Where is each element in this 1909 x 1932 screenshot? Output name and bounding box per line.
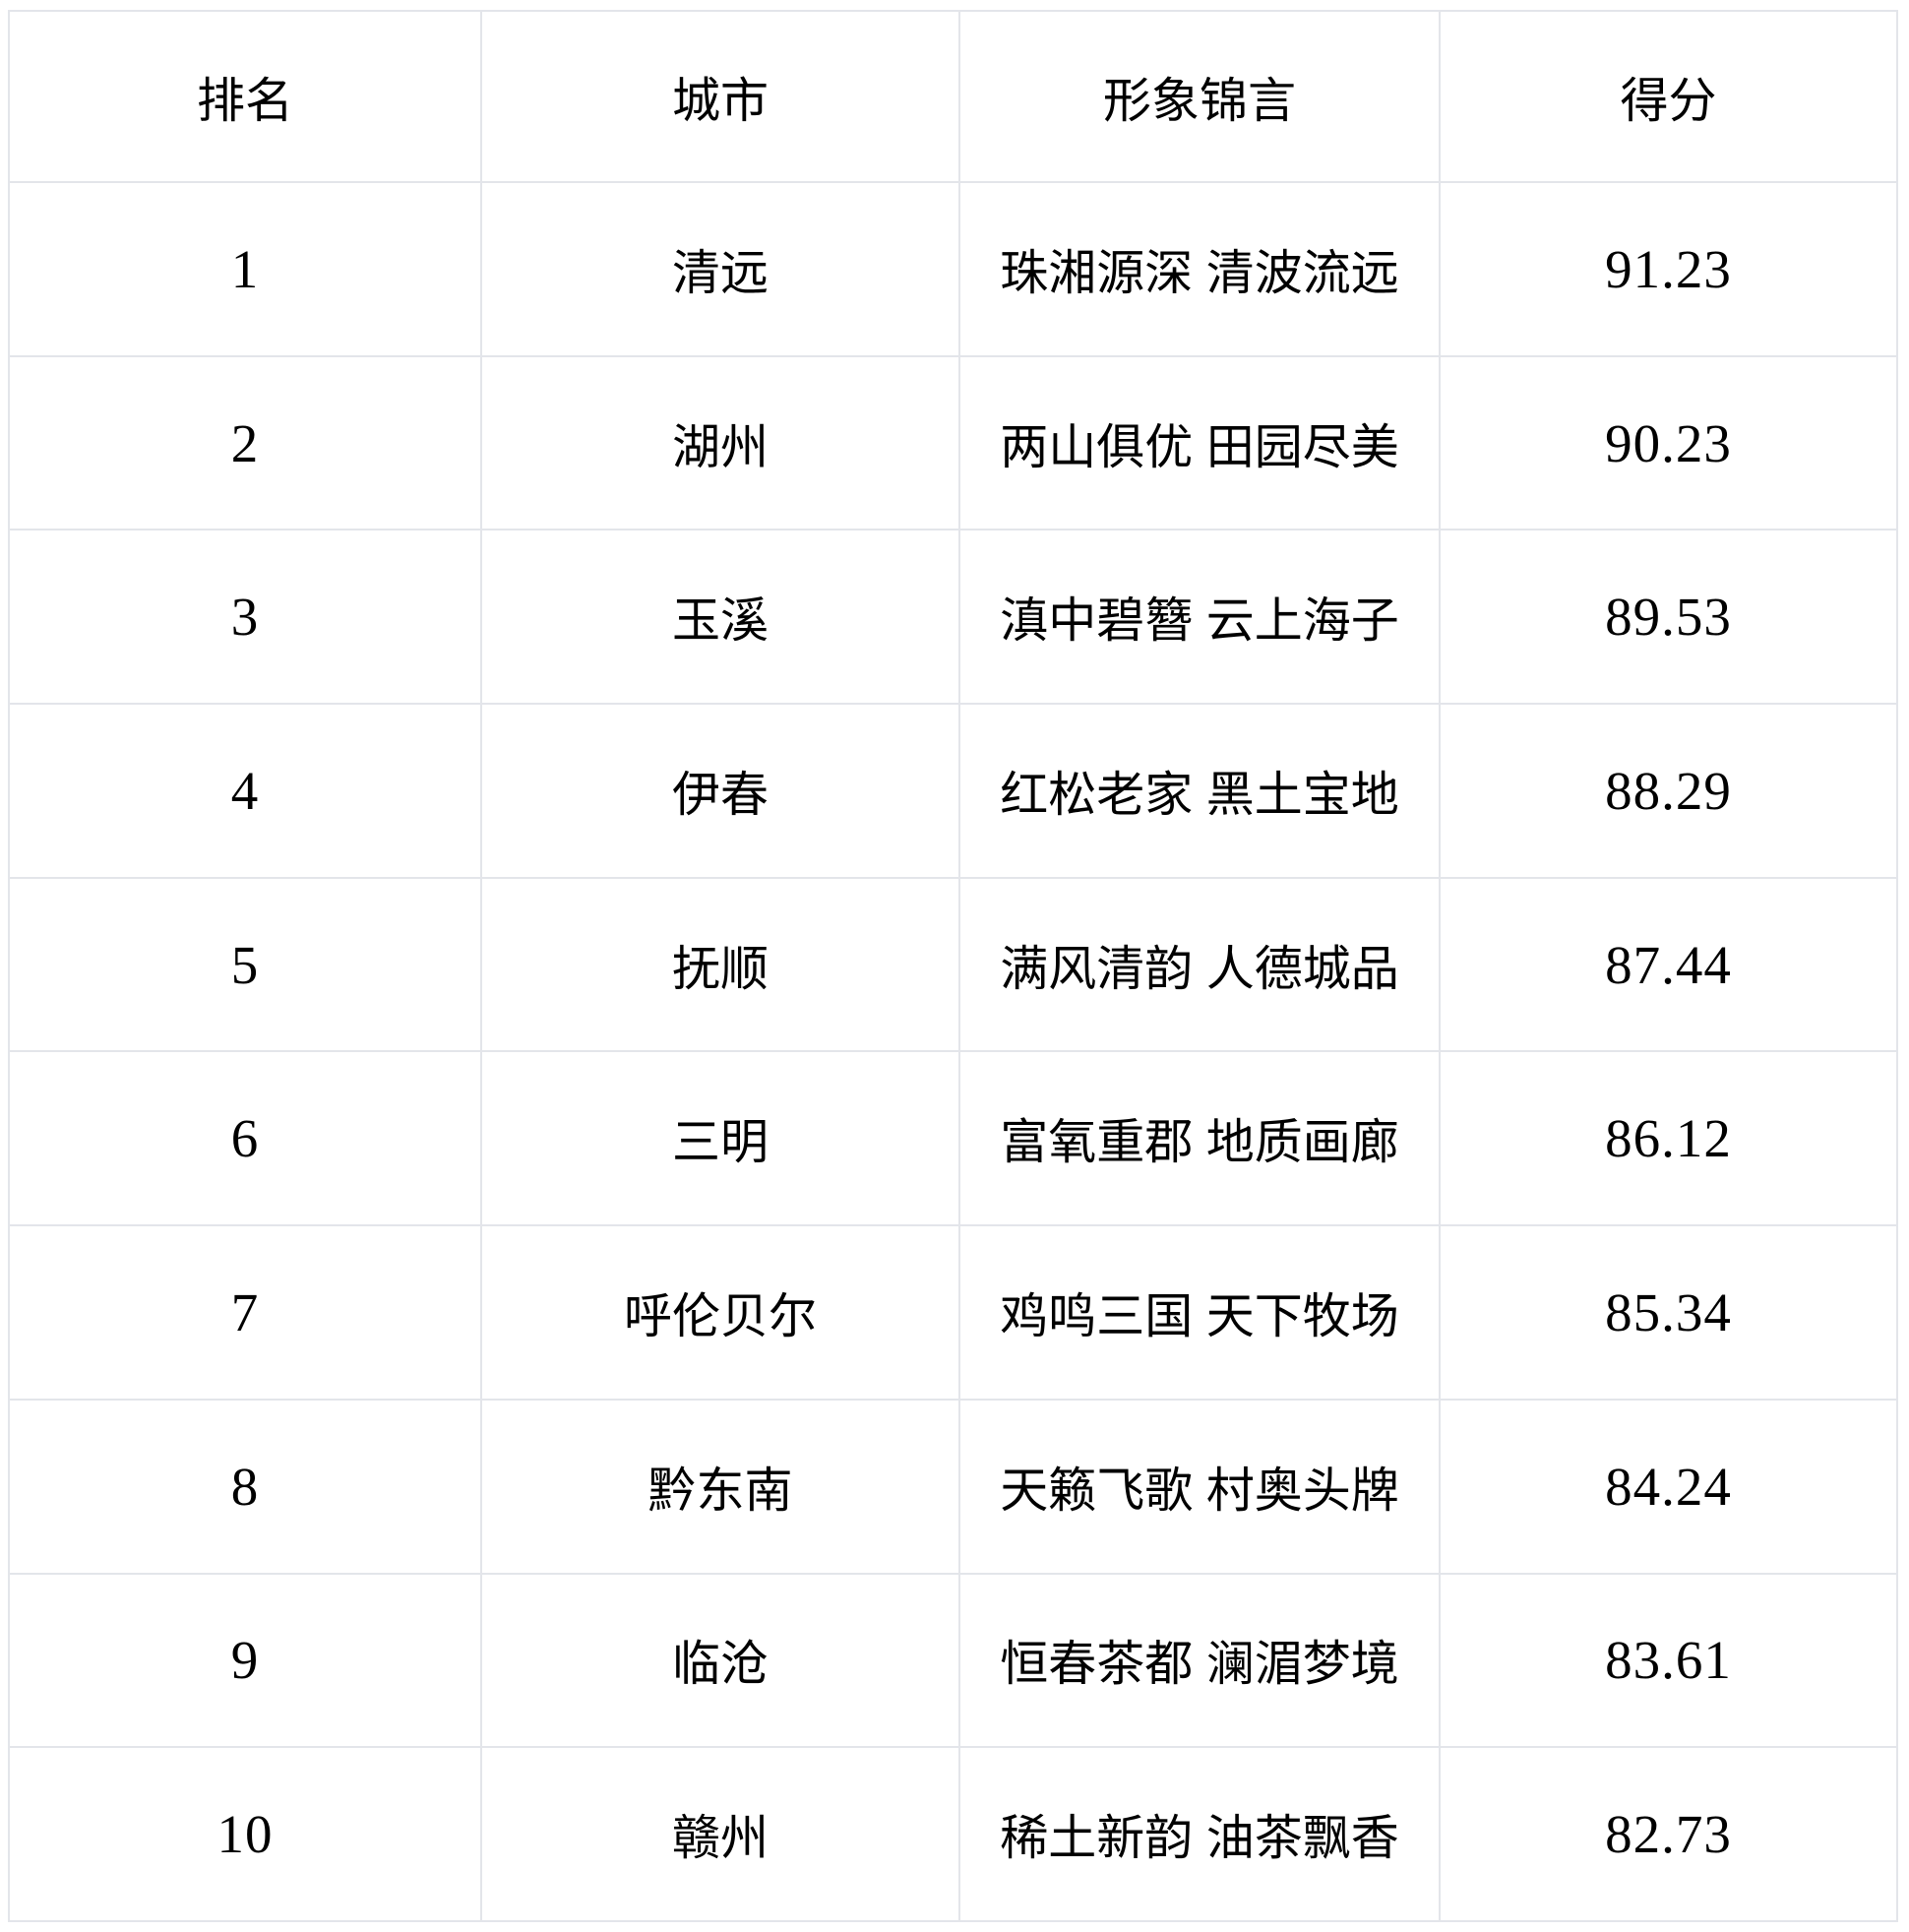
cell-rank: 10	[8, 1746, 482, 1922]
cell-rank: 7	[8, 1224, 482, 1401]
cell-slogan: 珠湘源深 清波流远	[958, 181, 1441, 357]
table-row: 4 伊春 红松老家 黑土宝地 88.29	[8, 703, 1898, 879]
cell-city: 临沧	[480, 1572, 960, 1749]
cell-rank: 1	[8, 181, 482, 357]
cell-score: 89.53	[1439, 529, 1898, 706]
cell-rank: 6	[8, 1050, 482, 1227]
table-row: 1 清远 珠湘源深 清波流远 91.23	[8, 181, 1898, 357]
cell-score: 83.61	[1439, 1572, 1898, 1749]
cell-score: 85.34	[1439, 1224, 1898, 1401]
cell-slogan: 红松老家 黑土宝地	[958, 703, 1441, 879]
cell-city: 呼伦贝尔	[480, 1224, 960, 1401]
cell-rank: 8	[8, 1398, 482, 1575]
cell-rank: 2	[8, 354, 482, 531]
cell-city: 清远	[480, 181, 960, 357]
cell-rank: 3	[8, 529, 482, 706]
header-slogan: 形象锦言	[958, 10, 1441, 183]
table-header-row: 排名 城市 形象锦言 得分	[8, 10, 1898, 183]
header-city: 城市	[480, 10, 960, 183]
header-score: 得分	[1439, 10, 1898, 183]
cell-city: 伊春	[480, 703, 960, 879]
cell-slogan: 两山俱优 田园尽美	[958, 354, 1441, 531]
cell-slogan: 恒春茶都 澜湄梦境	[958, 1572, 1441, 1749]
table-row: 5 抚顺 满风清韵 人德城品 87.44	[8, 876, 1898, 1053]
cell-score: 91.23	[1439, 181, 1898, 357]
cell-city: 玉溪	[480, 529, 960, 706]
cell-city: 三明	[480, 1050, 960, 1227]
cell-city: 抚顺	[480, 876, 960, 1053]
cell-slogan: 稀土新韵 油茶飘香	[958, 1746, 1441, 1922]
cell-slogan: 富氧重郡 地质画廊	[958, 1050, 1441, 1227]
cell-city: 黔东南	[480, 1398, 960, 1575]
cell-rank: 4	[8, 703, 482, 879]
cell-score: 88.29	[1439, 703, 1898, 879]
cell-slogan: 满风清韵 人德城品	[958, 876, 1441, 1053]
ranking-table: 排名 城市 形象锦言 得分 1 清远 珠湘源深 清波流远 91.23 2 湖州 …	[8, 10, 1898, 1922]
cell-score: 87.44	[1439, 876, 1898, 1053]
table-row: 6 三明 富氧重郡 地质画廊 86.12	[8, 1050, 1898, 1227]
cell-score: 82.73	[1439, 1746, 1898, 1922]
cell-score: 84.24	[1439, 1398, 1898, 1575]
cell-city: 赣州	[480, 1746, 960, 1922]
cell-slogan: 鸡鸣三国 天下牧场	[958, 1224, 1441, 1401]
cell-rank: 9	[8, 1572, 482, 1749]
table-row: 7 呼伦贝尔 鸡鸣三国 天下牧场 85.34	[8, 1224, 1898, 1401]
cell-score: 90.23	[1439, 354, 1898, 531]
cell-score: 86.12	[1439, 1050, 1898, 1227]
city-image-ranking-table: 排名 城市 形象锦言 得分 1 清远 珠湘源深 清波流远 91.23 2 湖州 …	[8, 10, 1898, 1922]
cell-rank: 5	[8, 876, 482, 1053]
table-row: 10 赣州 稀土新韵 油茶飘香 82.73	[8, 1746, 1898, 1922]
table-row: 2 湖州 两山俱优 田园尽美 90.23	[8, 354, 1898, 531]
table-row: 3 玉溪 滇中碧簪 云上海子 89.53	[8, 529, 1898, 706]
table-row: 9 临沧 恒春茶都 澜湄梦境 83.61	[8, 1572, 1898, 1749]
cell-city: 湖州	[480, 354, 960, 531]
cell-slogan: 天籁飞歌 村奥头牌	[958, 1398, 1441, 1575]
table-row: 8 黔东南 天籁飞歌 村奥头牌 84.24	[8, 1398, 1898, 1575]
header-rank: 排名	[8, 10, 482, 183]
cell-slogan: 滇中碧簪 云上海子	[958, 529, 1441, 706]
